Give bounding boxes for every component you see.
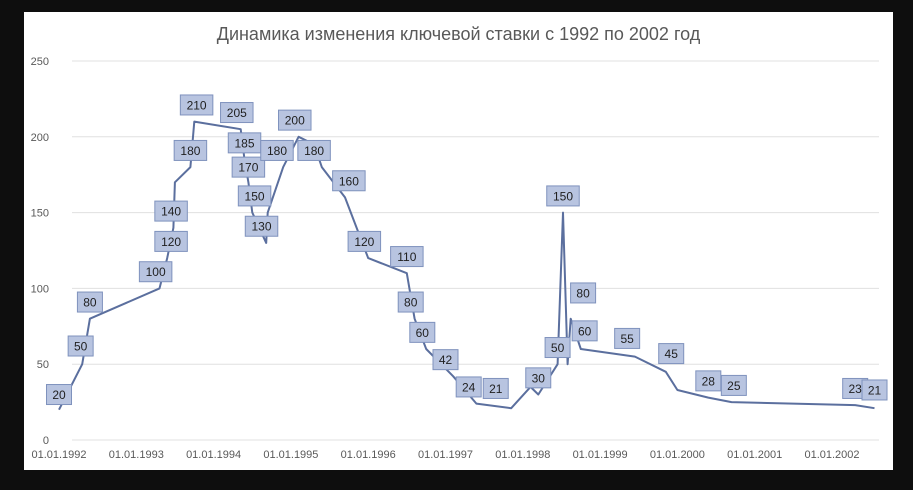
x-tick-label: 01.01.1997 (418, 449, 473, 461)
data-label-box (614, 327, 641, 349)
chart-title: Динамика изменения ключевой ставки с 199… (216, 24, 701, 44)
data-label-box (260, 139, 294, 161)
data-label-box (244, 215, 279, 237)
data-label: 21 (489, 382, 503, 396)
data-label: 50 (74, 340, 88, 354)
data-label: 200 (285, 114, 305, 128)
data-label: 180 (267, 144, 287, 158)
y-tick-label: 0 (43, 435, 49, 447)
data-label: 42 (439, 353, 453, 367)
data-label-box (278, 109, 312, 131)
data-label: 180 (304, 144, 324, 158)
data-label: 50 (551, 341, 565, 355)
data-label: 120 (354, 235, 374, 249)
data-label: 20 (52, 388, 66, 402)
data-label-box (231, 156, 266, 178)
data-label-box (179, 94, 214, 116)
data-label-box (46, 384, 72, 406)
data-label: 21 (868, 383, 882, 397)
data-label: 180 (180, 144, 200, 158)
chart-card: Динамика изменения ключевой ставки с 199… (24, 12, 893, 470)
data-label: 160 (339, 174, 359, 188)
data-label: 55 (620, 332, 634, 346)
data-label: 140 (161, 205, 181, 219)
data-label: 205 (227, 106, 247, 120)
data-label: 100 (146, 265, 166, 279)
data-label: 24 (462, 380, 476, 394)
data-label: 130 (252, 220, 272, 234)
data-label-box (409, 321, 436, 343)
x-tick-label: 01.01.2001 (727, 449, 782, 461)
data-label-box (432, 349, 459, 371)
data-label: 80 (83, 296, 97, 310)
x-tick-label: 01.01.1998 (495, 449, 550, 461)
data-label-box (154, 200, 188, 222)
data-label-box (455, 376, 482, 398)
y-tick-label: 100 (31, 283, 49, 295)
data-label-box (76, 291, 103, 313)
data-label-box (544, 337, 571, 359)
data-label: 30 (532, 371, 546, 385)
data-label-box (571, 320, 598, 342)
y-tick-label: 50 (37, 359, 49, 371)
x-tick-label: 01.01.1996 (341, 449, 396, 461)
data-label-box (861, 379, 888, 401)
data-label: 170 (238, 161, 258, 175)
data-label-box (525, 367, 552, 389)
data-label-box (332, 170, 366, 192)
data-label-box (173, 139, 208, 161)
data-label-box (154, 230, 188, 252)
x-tick-label: 01.01.2002 (804, 449, 859, 461)
x-tick-label: 01.01.1993 (109, 449, 164, 461)
data-label: 80 (404, 296, 418, 310)
data-label-box (347, 230, 382, 252)
data-label: 210 (187, 98, 207, 112)
data-label: 80 (576, 286, 590, 300)
data-label-box (297, 139, 331, 161)
data-label-box (658, 343, 685, 365)
data-label: 110 (397, 250, 416, 264)
data-label-box (695, 370, 722, 392)
y-tick-label: 200 (31, 132, 49, 144)
y-tick-label: 150 (31, 208, 49, 220)
data-label: 28 (702, 374, 716, 388)
data-label-box (390, 246, 424, 268)
data-label: 150 (553, 189, 573, 203)
data-label-box (138, 261, 173, 283)
data-label-box (237, 185, 272, 207)
x-tick-label: 01.01.1994 (186, 449, 241, 461)
data-label-box (397, 291, 424, 313)
data-label: 23 (849, 382, 863, 396)
y-tick-label: 250 (31, 56, 49, 68)
x-tick-label: 01.01.1992 (31, 449, 86, 461)
data-label-box (570, 282, 597, 304)
data-label-box (546, 185, 580, 207)
data-label: 60 (578, 324, 592, 338)
x-tick-label: 01.01.1999 (573, 449, 628, 461)
data-label-box (720, 374, 747, 396)
line-chart: 0 50 100 150 200 250 01.01.1992 01.01.1993 01.01… (31, 56, 888, 461)
data-label: 185 (235, 136, 255, 150)
data-label-box (482, 377, 509, 399)
data-label: 120 (161, 235, 181, 249)
rate-line (58, 120, 875, 411)
data-label: 25 (727, 379, 741, 393)
data-label-box (67, 335, 94, 357)
data-label-box (220, 102, 254, 124)
x-tick-label: 01.01.2000 (650, 449, 705, 461)
data-label: 150 (245, 189, 265, 203)
data-label: 60 (416, 326, 430, 340)
x-tick-label: 01.01.1995 (263, 449, 318, 461)
data-label: 45 (665, 347, 679, 361)
